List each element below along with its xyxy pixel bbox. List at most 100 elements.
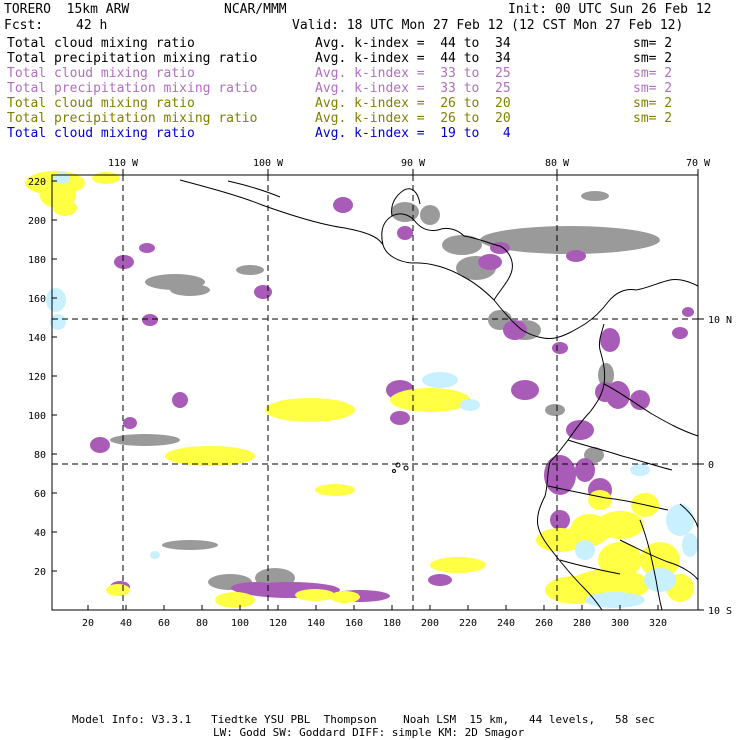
gray-contour-blob [545,404,565,416]
purple-contour-blob [575,458,595,482]
yellow-contour-blob [106,584,130,596]
longitude-label: 80 W [545,158,570,169]
yellow-contour-blob [430,557,486,573]
y-tick-label: 80 [34,450,46,461]
x-tick-label: 260 [535,618,553,629]
yellow-contour-blob [295,589,335,601]
purple-contour-blob [566,250,586,262]
purple-contour-blob [90,437,110,453]
gray-contour-blob [420,205,440,225]
yellow-contour-blob [92,172,120,184]
y-tick-label: 200 [28,216,46,227]
x-tick-label: 180 [383,618,401,629]
longitude-label: 100 W [253,158,284,169]
x-tick-label: 20 [82,618,94,629]
purple-contour-blob [428,574,452,586]
legend-kindex: Avg. k-index = 19 to 4 [315,126,511,141]
purple-contour-blob [566,420,594,440]
gray-contour-blob [391,202,419,222]
purple-contour-blob [478,254,502,270]
cyan-contour-blob [682,533,698,557]
legend-field: Total precipitation mixing ratio [7,81,258,96]
legend-smoothing: sm= 2 [633,81,673,96]
x-tick-label: 320 [649,618,667,629]
x-tick-label: 300 [611,618,629,629]
purple-contour-blob [503,320,527,340]
yellow-contour-blob [596,511,644,539]
forecast-hour: 42 h [76,18,108,33]
axis-ticks [52,169,704,611]
x-tick-label: 220 [459,618,477,629]
longitude-label: 70 W [686,158,711,169]
cyan-contour-blob [575,540,595,560]
valid-time: Valid: 18 UTC Mon 27 Feb 12 (12 CST Mon … [292,18,684,33]
cyan-contour-blob [666,504,694,536]
yellow-contour-blob [215,592,255,608]
purple-contour-blob [630,390,650,410]
yellow-contour-blob [265,398,355,422]
cyan-contour-blob [460,399,480,411]
cyan-contour-blob [644,568,676,592]
purple-contour-blob [333,197,353,213]
legend-field: Total cloud mixing ratio [7,36,195,51]
y-tick-label: 20 [34,567,46,578]
gray-contour-blob [170,284,210,296]
field-contours [25,171,698,608]
model-info: Model Info: V3.3.1 Tiedtke YSU PBL Thomp… [72,713,655,726]
purple-contour-blob [397,226,413,240]
init-time: Init: 00 UTC Sun 26 Feb 12 [508,2,712,17]
physics-info: LW: Godd SW: Goddard DIFF: simple KM: 2D… [213,726,525,739]
legend-kindex: Avg. k-index = 44 to 34 [315,36,511,51]
legend-smoothing: sm= 2 [633,36,673,51]
legend-field: Total cloud mixing ratio [7,66,195,81]
purple-contour-blob [682,307,694,317]
map-frame [51,174,699,611]
yellow-contour-blob [390,388,470,412]
cyan-contour-blob [54,172,70,184]
y-tick-label: 100 [28,411,46,422]
yellow-contour-blob [53,200,77,216]
yellow-contour-blob [598,542,642,578]
purple-contour-blob [172,392,188,408]
coastlines [179,179,699,611]
cyan-contour-blob [630,464,650,476]
legend-field: Total cloud mixing ratio [7,96,195,111]
purple-contour-blob [550,510,570,530]
y-tick-label: 40 [34,528,46,539]
purple-contour-blob [231,582,279,594]
yellow-contour-blob [165,446,255,466]
legend-smoothing: sm= 2 [633,96,673,111]
cyan-contour-blob [150,551,160,559]
legend-kindex: Avg. k-index = 26 to 20 [315,96,511,111]
y-tick-label: 220 [28,177,46,188]
gray-contour-blob [442,235,482,255]
latitude-label: 10 S [708,606,732,617]
purple-contour-blob [142,314,158,326]
longitude-label: 90 W [401,158,426,169]
yellow-contour-blob [315,484,355,496]
cyan-contour-blob [46,288,66,312]
cyan-contour-blob [585,592,645,608]
gray-contour-blob [581,191,609,201]
model-name: TORERO 15km ARW [4,2,130,17]
purple-contour-blob [552,342,568,354]
gray-contour-blob [236,265,264,275]
legend-smoothing: sm= 2 [633,51,673,66]
purple-contour-blob [123,417,137,429]
purple-contour-blob [600,328,620,352]
gray-contour-blob [480,226,660,254]
legend-field: Total precipitation mixing ratio [7,111,258,126]
legend-field: Total precipitation mixing ratio [7,51,258,66]
gray-contour-blob [110,434,180,446]
yellow-contour-blob [330,591,360,603]
x-tick-label: 160 [345,618,363,629]
legend-kindex: Avg. k-index = 33 to 25 [315,66,511,81]
legend-kindex: Avg. k-index = 26 to 20 [315,111,511,126]
x-tick-label: 200 [421,618,439,629]
y-tick-label: 160 [28,294,46,305]
longitude-label: 110 W [108,158,139,169]
purple-contour-blob [114,255,134,269]
y-tick-label: 120 [28,372,46,383]
x-tick-label: 140 [307,618,325,629]
x-tick-label: 40 [120,618,132,629]
